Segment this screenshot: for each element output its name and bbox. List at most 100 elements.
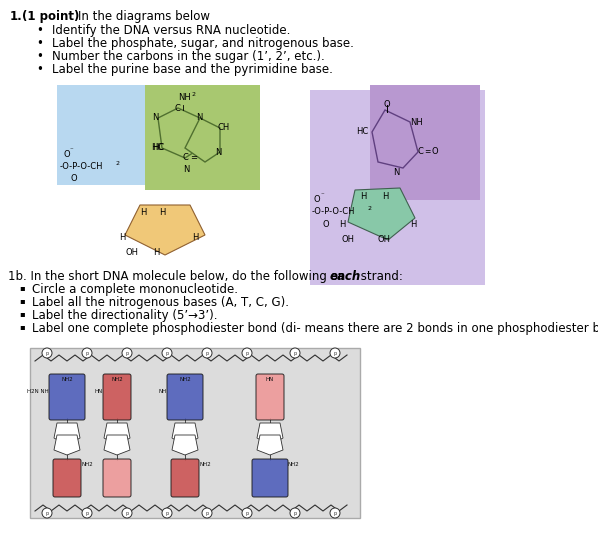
Polygon shape	[257, 435, 283, 455]
Text: 1b. In the short DNA molecule below, do the following on: 1b. In the short DNA molecule below, do …	[8, 270, 349, 283]
Text: p: p	[334, 350, 337, 356]
Circle shape	[290, 508, 300, 518]
Text: •: •	[36, 24, 44, 37]
Text: HC: HC	[152, 143, 164, 152]
Text: H: H	[360, 192, 366, 201]
Text: HN: HN	[94, 389, 103, 394]
Text: H: H	[119, 233, 125, 242]
Text: ▪: ▪	[19, 322, 25, 331]
Text: -O-P-O-CH: -O-P-O-CH	[312, 207, 355, 216]
Text: -O-P-O-CH: -O-P-O-CH	[60, 162, 103, 171]
Circle shape	[162, 348, 172, 358]
Text: OH: OH	[378, 235, 391, 244]
Text: O: O	[314, 195, 321, 204]
Text: p: p	[166, 350, 169, 356]
Text: each: each	[330, 270, 361, 283]
Circle shape	[82, 348, 92, 358]
Text: Number the carbons in the sugar (1’, 2’, etc.).: Number the carbons in the sugar (1’, 2’,…	[52, 50, 325, 63]
FancyBboxPatch shape	[252, 459, 288, 497]
Text: p: p	[294, 350, 297, 356]
Text: Circle a complete mononucleotide.: Circle a complete mononucleotide.	[32, 283, 238, 296]
Text: N: N	[183, 165, 189, 174]
Text: Label the phosphate, sugar, and nitrogenous base.: Label the phosphate, sugar, and nitrogen…	[52, 37, 354, 50]
Polygon shape	[257, 423, 283, 445]
FancyBboxPatch shape	[310, 90, 485, 285]
Polygon shape	[125, 205, 205, 255]
FancyBboxPatch shape	[30, 348, 360, 518]
Text: NH2: NH2	[288, 462, 300, 467]
Text: H: H	[339, 220, 345, 229]
Text: ▪: ▪	[19, 283, 25, 292]
Text: NH2: NH2	[81, 462, 93, 467]
Text: O: O	[323, 220, 329, 229]
Text: NH2: NH2	[179, 377, 191, 382]
Text: p: p	[86, 510, 89, 515]
Polygon shape	[54, 435, 80, 455]
Text: 2: 2	[115, 161, 119, 166]
Text: CH: CH	[218, 123, 230, 132]
FancyBboxPatch shape	[370, 85, 480, 200]
Text: p: p	[206, 510, 209, 515]
Text: H: H	[140, 208, 146, 217]
Text: C: C	[417, 147, 423, 156]
Polygon shape	[158, 108, 205, 158]
Text: strand:: strand:	[357, 270, 403, 283]
Text: HC: HC	[151, 143, 163, 152]
Text: p: p	[245, 350, 249, 356]
Text: p: p	[86, 350, 89, 356]
Text: N: N	[196, 113, 202, 122]
Text: p: p	[126, 510, 129, 515]
Circle shape	[290, 348, 300, 358]
Text: p: p	[45, 350, 48, 356]
Text: O: O	[63, 150, 69, 159]
FancyBboxPatch shape	[103, 459, 131, 497]
Text: H2N NH: H2N NH	[28, 389, 49, 394]
Text: H: H	[382, 192, 388, 201]
Text: Label the directionality (5’→3’).: Label the directionality (5’→3’).	[32, 309, 218, 322]
Circle shape	[202, 348, 212, 358]
Text: O: O	[432, 147, 438, 156]
Text: p: p	[126, 350, 129, 356]
Polygon shape	[172, 435, 198, 455]
Polygon shape	[104, 435, 130, 455]
Text: Identify the DNA versus RNA nucleotide.: Identify the DNA versus RNA nucleotide.	[52, 24, 291, 37]
Polygon shape	[185, 118, 220, 162]
Circle shape	[330, 348, 340, 358]
FancyBboxPatch shape	[49, 374, 85, 420]
Circle shape	[162, 508, 172, 518]
Text: C: C	[174, 104, 180, 113]
Circle shape	[122, 508, 132, 518]
FancyBboxPatch shape	[167, 374, 203, 420]
Text: ⁻: ⁻	[70, 147, 74, 153]
Text: Label all the nitrogenous bases (A, T, C, G).: Label all the nitrogenous bases (A, T, C…	[32, 296, 289, 309]
Circle shape	[202, 508, 212, 518]
Text: 2: 2	[367, 206, 371, 211]
Text: p: p	[334, 510, 337, 515]
Polygon shape	[54, 423, 80, 445]
Text: OH: OH	[125, 248, 138, 257]
Text: ⁻: ⁻	[321, 192, 325, 198]
Text: HN: HN	[266, 377, 274, 382]
Circle shape	[82, 508, 92, 518]
Text: p: p	[206, 350, 209, 356]
Text: NH: NH	[410, 118, 423, 127]
Text: p: p	[166, 510, 169, 515]
Text: 1.: 1.	[10, 10, 23, 23]
Text: NH: NH	[178, 93, 191, 102]
FancyBboxPatch shape	[256, 374, 284, 420]
Text: H: H	[192, 233, 198, 242]
Circle shape	[242, 348, 252, 358]
FancyBboxPatch shape	[145, 85, 260, 190]
Text: HC: HC	[356, 127, 368, 136]
Text: •: •	[36, 50, 44, 63]
Text: NH: NH	[158, 389, 167, 394]
Text: N: N	[393, 168, 399, 177]
FancyBboxPatch shape	[171, 459, 199, 497]
Polygon shape	[348, 188, 415, 240]
Polygon shape	[372, 110, 418, 168]
FancyBboxPatch shape	[53, 459, 81, 497]
Text: 2: 2	[191, 92, 195, 97]
Text: Label one complete phosphodiester bond (di- means there are 2 bonds in one phosp: Label one complete phosphodiester bond (…	[32, 322, 598, 335]
Text: NH2: NH2	[111, 377, 123, 382]
Text: •: •	[36, 63, 44, 76]
